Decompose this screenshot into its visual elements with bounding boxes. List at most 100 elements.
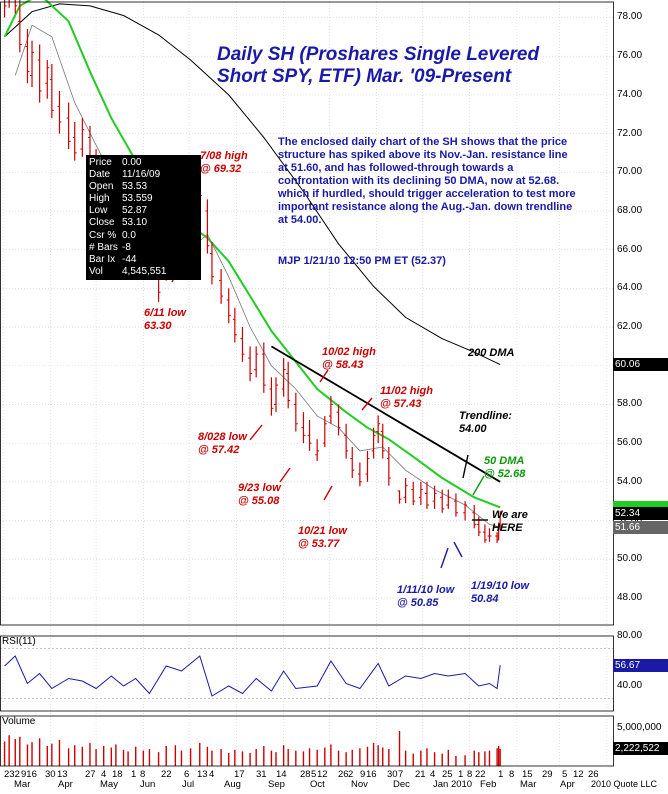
price-bar (307, 419, 312, 451)
volume-layer (3, 731, 501, 766)
info-value: 52.87 (122, 205, 148, 217)
price-axis-tick: 72.00 (617, 127, 643, 139)
ohlc-info-box: Price 0.00 Date 11/16/09 Open 53.53 High 53.559… (86, 155, 201, 280)
x-day-tick: 7 (398, 769, 404, 780)
annotation-line: 1/11/10 low (397, 584, 455, 596)
annotation-trendline-label: Trendline: 54.00 (459, 410, 512, 436)
annotation-line: 9/23 low (238, 482, 281, 494)
x-day-tick: 8 (140, 769, 146, 780)
annotation-arrow (323, 485, 333, 501)
chart-title: Daily SH (Proshares Single Levered Short… (217, 44, 539, 88)
x-month-tick: Aug (224, 779, 241, 790)
annotation-line: 10/02 high (322, 346, 376, 358)
annotation-line: @ 69.32 (200, 163, 242, 175)
annotation-we-are-here: We are HERE (492, 509, 528, 535)
info-value: 0.00 (122, 157, 142, 168)
annotation-arrows (171, 269, 488, 569)
price-tag: 52.34 (613, 507, 668, 521)
info-row: Price 0.00 (89, 157, 201, 169)
ma-20-layer (14, 24, 501, 528)
price-bar (226, 288, 231, 324)
info-value: 53.10 (122, 217, 148, 229)
annotation-arrow (361, 397, 373, 411)
x-day-tick: 6 (184, 769, 190, 780)
x-day-tick: 13 (57, 769, 68, 780)
price-axis-tick: 54.00 (617, 475, 643, 487)
info-key: Close (89, 217, 115, 229)
price-bar (3, 0, 7, 18)
rsi-current-tag: 56.67 (613, 658, 668, 672)
x-day-tick: 31 (256, 769, 267, 780)
info-key: Low (89, 205, 108, 217)
price-bar (482, 524, 487, 543)
x-day-tick: 14 (276, 769, 287, 780)
trendline-layer (270, 345, 501, 483)
price-bar (498, 510, 503, 531)
annotation-line: 7/08 high (200, 150, 248, 162)
price-axis-tick: 76.00 (617, 50, 643, 62)
annotation-line: @ 55.08 (238, 495, 280, 507)
price-bar (472, 505, 477, 529)
ma-200-layer (4, 3, 501, 366)
x-day-tick: 8 (509, 769, 515, 780)
info-row: Close 53.10 (89, 217, 201, 229)
panel-frames (0, 1, 614, 767)
price-bar (350, 447, 355, 478)
x-day-tick: 22 (161, 769, 172, 780)
x-month-tick: Mar (520, 779, 537, 790)
x-day-tick: 5 (562, 769, 568, 780)
x-month-tick: May (100, 779, 118, 790)
x-day-tick: 9 (360, 769, 366, 780)
rsi-axis-tick: 80.00 (617, 630, 643, 641)
info-value: -44 (122, 253, 137, 265)
x-day-tick: 232 (4, 769, 20, 780)
x-day-tick: 18 (112, 769, 123, 780)
volume-axis-tick: 5,000,000 (617, 721, 662, 733)
price-bar (72, 121, 77, 161)
price-bar (30, 40, 35, 88)
price-bar (293, 392, 298, 432)
x-month-tick: Apr (58, 779, 73, 790)
info-value: 4,545,551 (122, 265, 167, 277)
price-bar (205, 199, 210, 254)
x-day-tick: 30 (45, 769, 56, 780)
price-bar (418, 481, 423, 506)
rsi-axis-tick: 40.00 (617, 680, 643, 691)
x-day-tick: 4 (430, 769, 436, 780)
annotation-line: @ 52.68 (484, 468, 526, 480)
price-bar (17, 0, 22, 53)
title-line-2: Short SPY, ETF) Mar. '09-Present (217, 66, 512, 87)
price-bar (403, 477, 408, 504)
price-bar (453, 493, 458, 517)
rsi-panel-label: RSI(11) (2, 636, 36, 647)
annotation-arrow (472, 475, 485, 496)
price-axis-tick: 74.00 (617, 88, 643, 100)
x-day-tick: 12 (573, 769, 584, 780)
price-axis-tick: 70.00 (617, 166, 643, 178)
price-bar (232, 307, 237, 343)
annotation-jul08-high: 7/08 high @ 69.32 (200, 150, 248, 176)
info-key: High (89, 193, 110, 205)
x-day-tick: 26 (338, 769, 349, 780)
price-bar (274, 377, 279, 413)
annotation-line: 1/19/10 low (471, 580, 530, 592)
rsi-layer (0, 648, 613, 699)
x-day-tick: 8 (467, 769, 473, 780)
annotation-line: 54.00 (459, 423, 487, 435)
info-row: Date 11/16/09 (89, 169, 201, 181)
price-axis-tick: 56.00 (617, 437, 643, 449)
info-value: 0.0 (122, 229, 136, 241)
price-axis-tick: 50.00 (617, 553, 643, 565)
annotation-ma50-label: 50 DMA @ 52.68 (484, 455, 525, 481)
x-day-tick: 27 (85, 769, 96, 780)
price-bar (37, 44, 42, 103)
commentary-signature: MJP 1/21/10 12:50 PM ET (52.37) (278, 255, 446, 267)
info-row: # Bars -8 (89, 242, 201, 254)
price-bar (315, 439, 320, 461)
x-month-tick: Oct (310, 779, 325, 790)
price-tag: 51.66 (613, 520, 668, 534)
info-row: Vol 4,545,551 (89, 266, 201, 278)
x-day-tick: 15 (522, 769, 533, 780)
annotation-line: 6/11 low (144, 307, 186, 319)
price-bar (397, 490, 402, 504)
